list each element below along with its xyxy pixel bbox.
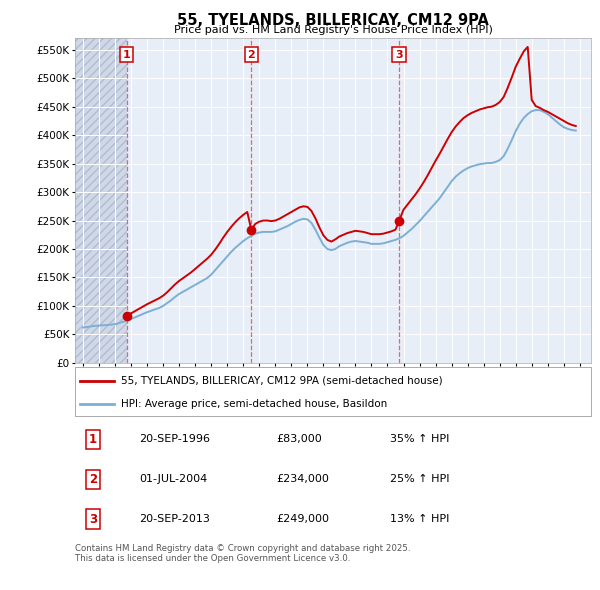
Text: 20-SEP-1996: 20-SEP-1996 (139, 434, 211, 444)
Text: 2: 2 (89, 473, 97, 486)
Text: 3: 3 (395, 50, 403, 60)
Text: 55, TYELANDS, BILLERICAY, CM12 9PA: 55, TYELANDS, BILLERICAY, CM12 9PA (177, 13, 489, 28)
Text: 1: 1 (89, 433, 97, 446)
Text: Price paid vs. HM Land Registry's House Price Index (HPI): Price paid vs. HM Land Registry's House … (173, 25, 493, 35)
Text: 01-JUL-2004: 01-JUL-2004 (139, 474, 208, 484)
Text: 2: 2 (247, 50, 255, 60)
Text: 1: 1 (123, 50, 130, 60)
Text: HPI: Average price, semi-detached house, Basildon: HPI: Average price, semi-detached house,… (121, 399, 388, 409)
Text: 55, TYELANDS, BILLERICAY, CM12 9PA (semi-detached house): 55, TYELANDS, BILLERICAY, CM12 9PA (semi… (121, 376, 443, 386)
Text: £234,000: £234,000 (276, 474, 329, 484)
Text: £249,000: £249,000 (276, 514, 329, 525)
Text: 13% ↑ HPI: 13% ↑ HPI (390, 514, 449, 525)
Text: Contains HM Land Registry data © Crown copyright and database right 2025.
This d: Contains HM Land Registry data © Crown c… (75, 544, 410, 563)
Text: 20-SEP-2013: 20-SEP-2013 (139, 514, 211, 525)
Text: £83,000: £83,000 (276, 434, 322, 444)
Text: 3: 3 (89, 513, 97, 526)
Text: 25% ↑ HPI: 25% ↑ HPI (390, 474, 449, 484)
Text: 35% ↑ HPI: 35% ↑ HPI (390, 434, 449, 444)
